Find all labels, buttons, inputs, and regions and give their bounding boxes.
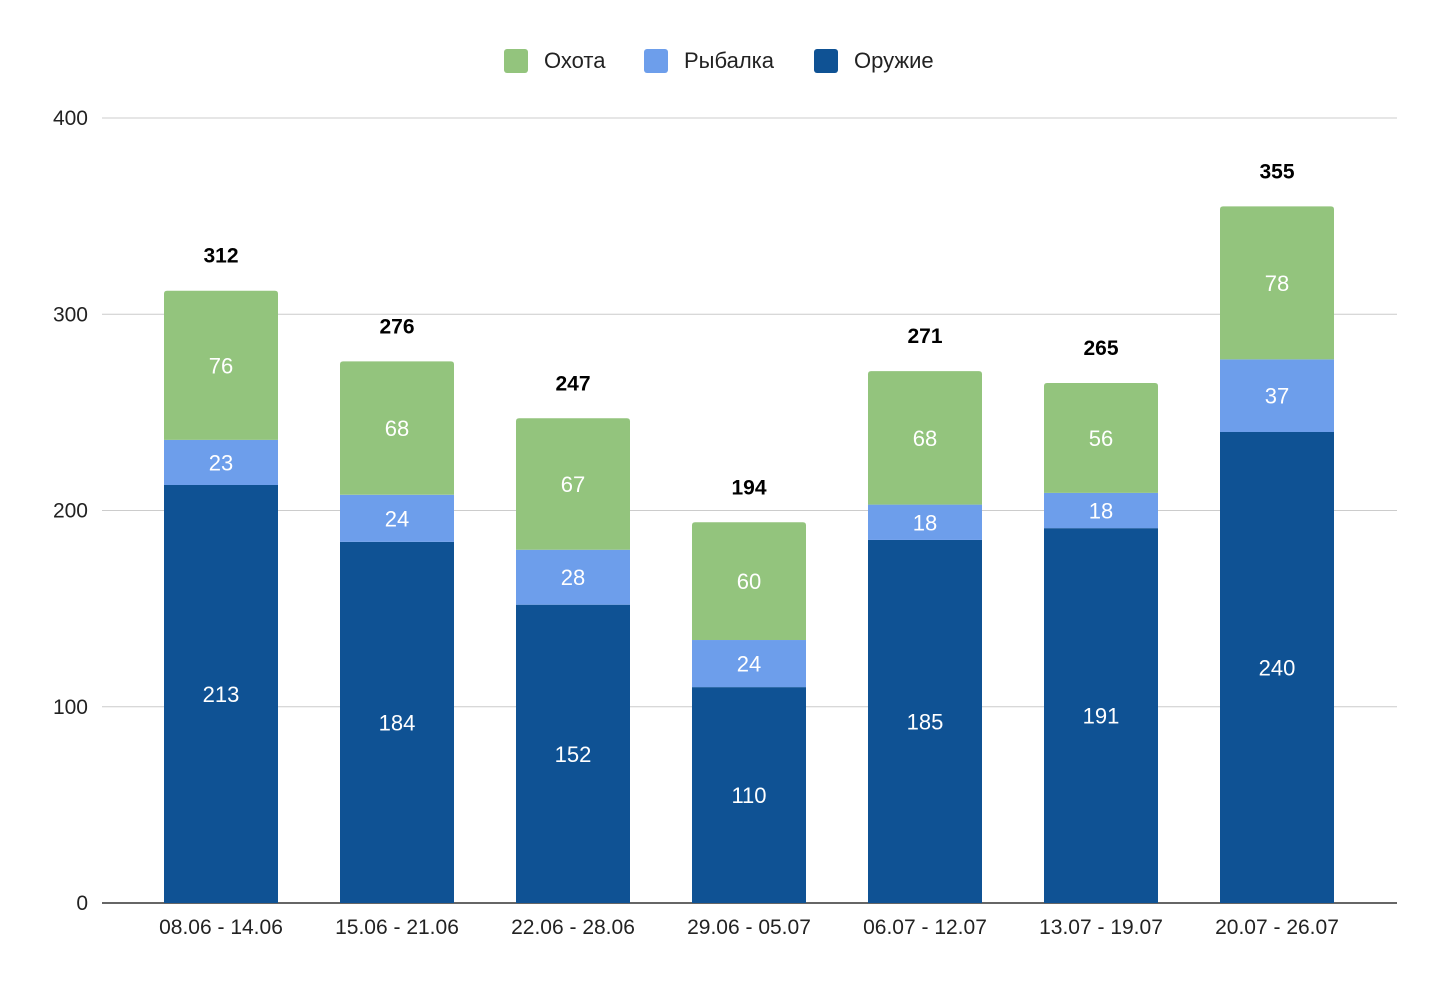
total-label: 247 [555, 372, 590, 395]
data-label: 18 [1089, 499, 1113, 524]
legend-swatch [504, 49, 528, 73]
bar-segment [692, 640, 806, 688]
data-label: 184 [379, 710, 416, 735]
legend-swatch [644, 49, 668, 73]
bar-segment [516, 549, 630, 605]
bar-segment [340, 361, 454, 495]
data-label: 24 [385, 506, 409, 531]
data-label: 67 [561, 472, 585, 497]
total-label: 355 [1259, 160, 1294, 183]
x-tick-label: 13.07 - 19.07 [1039, 916, 1163, 939]
bar-segment [164, 290, 278, 440]
bar-segment [516, 418, 630, 550]
bar-segment [1044, 492, 1158, 529]
x-tick-label: 29.06 - 05.07 [687, 916, 811, 939]
data-label: 28 [561, 565, 585, 590]
y-tick-label: 0 [76, 892, 88, 915]
bars: 213 23 76 312 184 24 68 276 152 28 67 247 110 24 60 194… [164, 160, 1334, 903]
data-label: 24 [737, 652, 761, 677]
total-label: 265 [1083, 337, 1118, 360]
data-label: 37 [1265, 384, 1289, 409]
y-axis: 0 100 200 300 400 [53, 107, 88, 915]
x-tick-label: 22.06 - 28.06 [511, 916, 635, 939]
bar-segment [1220, 359, 1334, 432]
bar-segment [868, 539, 982, 903]
total-label: 276 [379, 315, 414, 338]
y-tick-label: 400 [53, 107, 88, 130]
x-tick-label: 08.06 - 14.06 [159, 916, 283, 939]
data-label: 191 [1083, 704, 1120, 729]
legend-label: Оружие [854, 48, 934, 73]
data-label: 76 [209, 353, 233, 378]
bar-segment [692, 522, 806, 641]
x-tick-label: 20.07 - 26.07 [1215, 916, 1339, 939]
legend-swatch [814, 49, 838, 73]
legend-label: Рыбалка [684, 48, 775, 73]
bar-segment [1044, 382, 1158, 493]
bar-segment [1220, 206, 1334, 360]
bar-segment [164, 439, 278, 485]
bar-segment [692, 687, 806, 903]
legend: Охота Рыбалка Оружие [504, 48, 934, 73]
legend-label: Охота [544, 48, 606, 73]
data-label: 152 [555, 742, 592, 767]
y-tick-label: 300 [53, 303, 88, 326]
bar-segment [1044, 528, 1158, 903]
data-label: 68 [385, 416, 409, 441]
bar-segment [868, 504, 982, 540]
data-label: 110 [731, 783, 766, 808]
bar-segment [868, 371, 982, 505]
bar-segment [516, 604, 630, 903]
data-label: 56 [1089, 426, 1113, 451]
bar-segment [164, 484, 278, 903]
data-label: 18 [913, 510, 937, 535]
data-label: 213 [203, 682, 240, 707]
y-tick-label: 100 [53, 696, 88, 719]
data-label: 23 [209, 450, 233, 475]
total-label: 194 [731, 476, 766, 499]
data-label: 60 [737, 569, 761, 594]
bar-segment [340, 494, 454, 542]
x-axis: 08.06 - 14.06 15.06 - 21.06 22.06 - 28.06 2… [159, 916, 1339, 939]
total-label: 271 [907, 325, 942, 348]
x-tick-label: 15.06 - 21.06 [335, 916, 459, 939]
bar-segment [1220, 432, 1334, 903]
total-label: 312 [203, 245, 238, 268]
data-label: 78 [1265, 271, 1289, 296]
x-tick-label: 06.07 - 12.07 [863, 916, 987, 939]
data-label: 240 [1259, 656, 1296, 681]
bar-segment [340, 541, 454, 903]
y-tick-label: 200 [53, 500, 88, 523]
data-label: 68 [913, 426, 937, 451]
data-label: 185 [907, 709, 944, 734]
